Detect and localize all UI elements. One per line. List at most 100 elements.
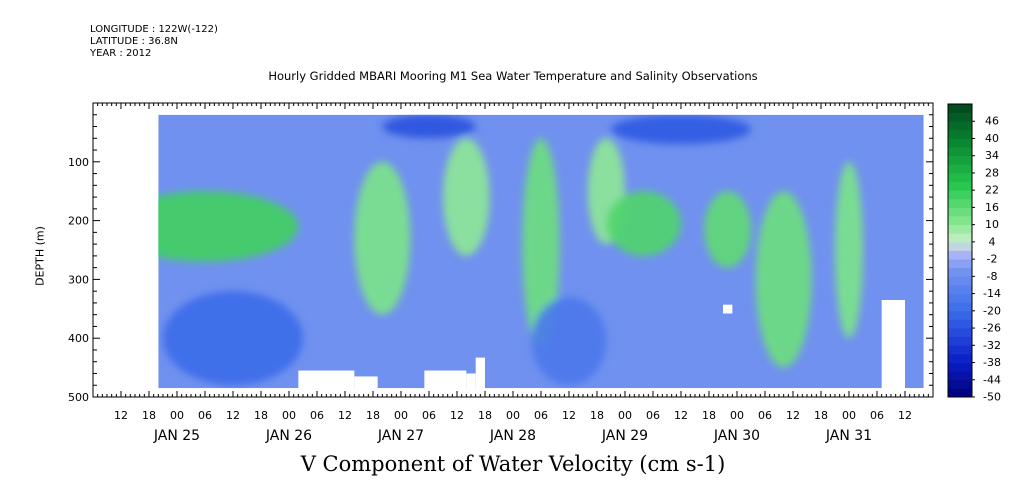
heatmap-feature [531,297,607,386]
colorbar-label: -32 [983,339,1001,352]
colorbar-swatch [948,198,972,208]
y-tick-label: 300 [68,273,89,286]
colorbar-swatch [948,172,972,182]
colorbar-swatch [948,259,972,269]
missing-data-mask [424,370,467,392]
colorbar: 46 40 34 28 22 16 10 4 -2 -8 -14 -20 -26 -32 -38 -44 -50 [947,103,1001,404]
year-label: YEAR : 2012 [90,48,152,59]
colorbar-label: 16 [985,201,999,214]
colorbar-swatch [948,353,972,363]
colorbar-swatch [948,112,972,122]
x-date-label: JAN 28 [489,428,536,444]
heatmap-plot-area [158,114,924,397]
colorbar-swatch [948,147,972,157]
x-tick-label: 18 [142,409,156,422]
colorbar-swatch [948,241,972,251]
y-tick-label: 400 [68,332,89,345]
y-tick-label: 200 [68,215,89,228]
missing-data-mask [881,299,905,397]
x-tick-label: 06 [534,409,548,422]
axes: 100 200 300 400 500 12 18 00 06 12 18 00 06 12 18 00 06 1… [68,102,934,444]
y-tick-label: 500 [68,391,89,404]
missing-data-mask [723,304,733,314]
x-tick-label: 18 [702,409,716,422]
colorbar-swatch [948,250,972,260]
x-tick-label: 00 [282,409,296,422]
x-tick-label: 12 [562,409,576,422]
x-tick-label: 00 [506,409,520,422]
colorbar-label: -50 [983,391,1001,404]
colorbar-label: 46 [985,115,999,128]
missing-data-mask [466,373,476,392]
colorbar-swatch [948,164,972,174]
x-tick-label: 06 [646,409,660,422]
x-tick-label: 12 [338,409,352,422]
colorbar-swatch [948,233,972,243]
x-tick-label: 12 [674,409,688,422]
x-tick-label: 06 [422,409,436,422]
colorbar-label: -8 [987,270,998,283]
colorbar-swatch [948,190,972,200]
colorbar-swatch [948,138,972,148]
colorbar-frame [947,103,973,398]
y-tick-label: 100 [68,156,89,169]
heatmap-feature [835,161,863,339]
colorbar-swatch [948,181,972,191]
colorbar-label: 28 [985,166,999,179]
heatmap-feature [606,191,682,256]
x-tick-label: 06 [758,409,772,422]
colorbar-swatch [948,302,972,312]
x-date-label: JAN 30 [713,428,760,444]
x-tick-label: 18 [814,409,828,422]
x-tick-label: 12 [786,409,800,422]
missing-data-mask [354,376,378,392]
colorbar-label: 4 [989,235,996,248]
x-tick-label: 18 [254,409,268,422]
colorbar-label: -2 [987,253,998,266]
colorbar-swatch [948,388,972,398]
x-tick-label: 18 [590,409,604,422]
colorbar-swatch [948,362,972,372]
colorbar-swatch [948,129,972,139]
colorbar-swatch [948,216,972,226]
heatmap-feature [611,114,751,145]
x-date-label: JAN 27 [377,428,424,444]
x-date-label: JAN 31 [825,428,872,444]
colorbar-label: -26 [983,322,1001,335]
colorbar-swatch [948,319,972,329]
heatmap-feature [163,291,303,386]
colorbar-swatch [948,336,972,346]
colorbar-swatch [948,104,972,114]
colorbar-label: 10 [985,218,999,231]
x-tick-label: 06 [310,409,324,422]
colorbar-swatch [948,379,972,389]
colorbar-swatch [948,121,972,131]
colorbar-label: 40 [985,132,999,145]
missing-data-mask [298,370,355,389]
colorbar-swatch [948,371,972,381]
colorbar-swatch [948,224,972,234]
x-tick-label: 18 [366,409,380,422]
x-tick-label: 18 [478,409,492,422]
colorbar-swatch [948,293,972,303]
x-tick-label: 00 [618,409,632,422]
heatmap-feature [522,138,560,350]
colorbar-swatch [948,207,972,217]
colorbar-label: -20 [983,304,1001,317]
x-tick-label: 12 [226,409,240,422]
x-date-label: JAN 25 [153,428,200,444]
x-tick-label: 00 [730,409,744,422]
heatmap-feature [158,191,299,262]
colorbar-swatch [948,284,972,294]
x-date-label: JAN 29 [601,428,648,444]
latitude-label: LATITUDE : 36.8N [90,36,178,47]
colorbar-swatch [948,276,972,286]
longitude-label: LONGITUDE : 122W(-122) [90,24,218,35]
heatmap-feature [443,138,490,256]
heatmap-feature [755,191,812,368]
heatmap-features [158,114,863,386]
x-tick-label: 12 [114,409,128,422]
x-tick-label: 06 [870,409,884,422]
x-tick-label: 00 [394,409,408,422]
